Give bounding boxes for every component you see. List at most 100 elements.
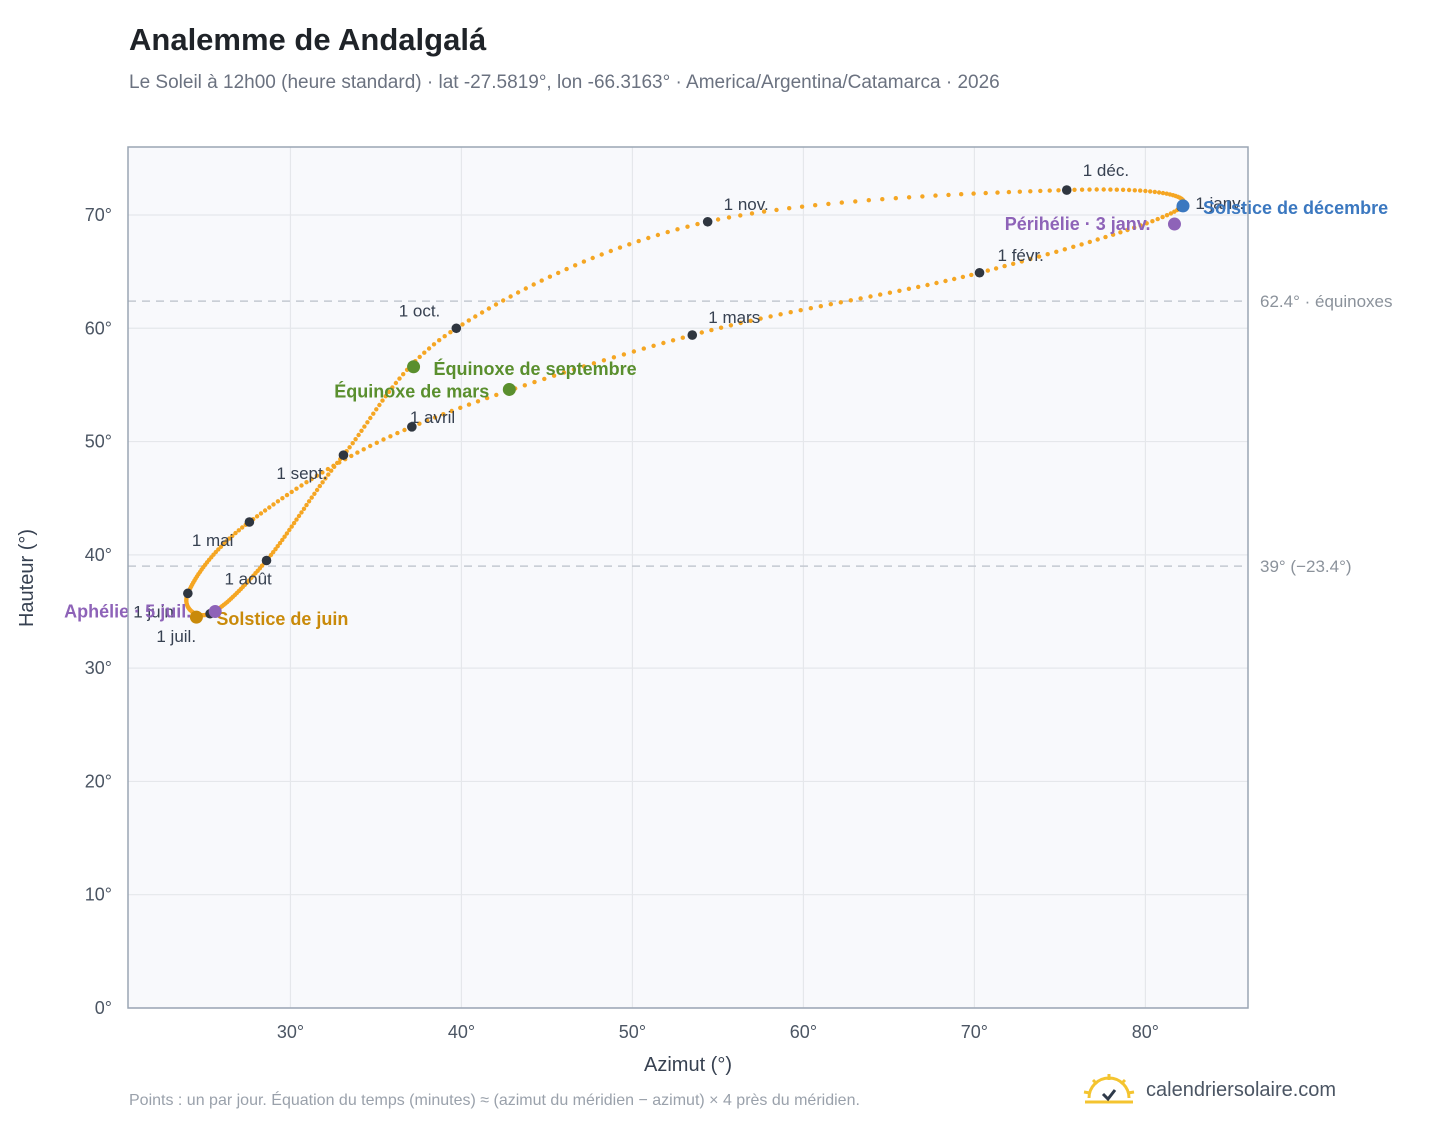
day-point — [304, 502, 309, 508]
day-point — [838, 300, 843, 305]
day-point — [1155, 216, 1160, 222]
day-point — [542, 376, 547, 382]
day-point — [1047, 188, 1052, 193]
month-label: 1 août — [225, 570, 273, 589]
day-point — [320, 470, 325, 475]
day-point — [799, 204, 805, 209]
day-point — [442, 334, 447, 339]
day-point — [426, 346, 432, 351]
day-point — [738, 213, 743, 218]
day-point — [718, 325, 724, 330]
day-point — [1017, 189, 1022, 194]
footnote: Points : un par jour. Équation du temps … — [129, 1092, 860, 1109]
month-point — [702, 216, 713, 227]
day-point — [1072, 187, 1077, 192]
day-point — [296, 513, 302, 519]
day-point — [893, 196, 898, 201]
day-point — [617, 245, 623, 250]
day-point — [749, 211, 755, 216]
day-point — [437, 338, 442, 343]
day-point — [523, 286, 528, 291]
day-point — [1114, 187, 1120, 192]
month-markers: 1 janv. 1 févr. 1 mars 1 avril 1 mai 1 juin 1 … — [133, 161, 1244, 646]
brand[interactable]: calendriersolaire.com — [1082, 1070, 1336, 1110]
day-point — [551, 373, 557, 378]
day-point — [417, 354, 422, 360]
day-point — [353, 437, 358, 442]
day-point — [670, 338, 676, 343]
day-point — [878, 292, 883, 297]
y-tick-label: 70° — [85, 205, 112, 225]
day-point — [221, 541, 226, 547]
day-point — [787, 206, 792, 211]
day-point — [289, 524, 294, 529]
day-point — [515, 290, 521, 295]
day-point — [933, 193, 938, 198]
day-point — [224, 539, 229, 544]
month-point — [687, 330, 698, 340]
day-point — [1120, 187, 1126, 192]
day-point — [289, 489, 294, 495]
x-tick-label: 80° — [1132, 1022, 1159, 1042]
day-point — [475, 399, 481, 404]
day-point — [581, 364, 587, 369]
day-point — [390, 385, 395, 390]
day-point — [728, 323, 734, 328]
day-point — [388, 434, 393, 439]
day-point — [383, 394, 388, 399]
reference-line-label: 39° (−23.4°) — [1260, 557, 1352, 576]
month-label: 1 avril — [410, 408, 455, 427]
day-point — [906, 195, 912, 200]
axis-ticks: 30° 40° 50° 60° 70° 80° 0° 10° 20° 30° 40° 50° 60° 70… — [85, 205, 1159, 1042]
day-point — [897, 288, 902, 293]
day-point — [1045, 252, 1050, 257]
day-point — [386, 389, 392, 394]
day-point — [230, 533, 235, 539]
day-point — [946, 192, 951, 198]
day-point — [320, 480, 325, 485]
day-point — [774, 207, 779, 213]
day-point — [611, 355, 617, 360]
day-point — [501, 298, 506, 303]
day-point — [715, 217, 721, 222]
day-point — [1054, 249, 1059, 254]
y-tick-label: 20° — [85, 771, 112, 791]
day-point — [397, 376, 402, 381]
day-point — [1126, 187, 1132, 193]
day-point — [627, 242, 632, 247]
day-point — [368, 415, 373, 421]
event-point — [1176, 199, 1190, 213]
day-point — [858, 296, 863, 301]
day-point — [839, 200, 844, 205]
day-point — [828, 302, 833, 307]
day-point — [969, 272, 974, 278]
day-point — [680, 335, 685, 340]
day-point — [431, 342, 437, 347]
month-label: 1 janv. — [1195, 194, 1244, 213]
day-point — [335, 460, 340, 466]
day-point — [262, 508, 268, 513]
day-point — [309, 476, 314, 482]
y-tick-label: 50° — [85, 432, 112, 452]
day-point — [1148, 189, 1153, 194]
day-point — [508, 294, 513, 299]
month-label: 1 févr. — [998, 246, 1044, 265]
day-point — [393, 380, 399, 386]
day-point — [362, 424, 367, 429]
day-point — [1150, 219, 1155, 224]
day-point — [1118, 230, 1123, 235]
day-point — [920, 194, 925, 199]
day-point — [798, 308, 803, 313]
day-point — [323, 476, 328, 481]
day-point — [925, 282, 930, 288]
day-point — [275, 544, 280, 549]
day-point — [317, 483, 322, 489]
day-point — [880, 197, 885, 202]
day-point — [466, 318, 471, 323]
event-point — [189, 610, 203, 624]
day-point — [432, 415, 438, 420]
day-point — [494, 392, 499, 398]
day-point — [564, 266, 569, 272]
day-point — [778, 312, 783, 317]
day-point — [1062, 247, 1068, 252]
